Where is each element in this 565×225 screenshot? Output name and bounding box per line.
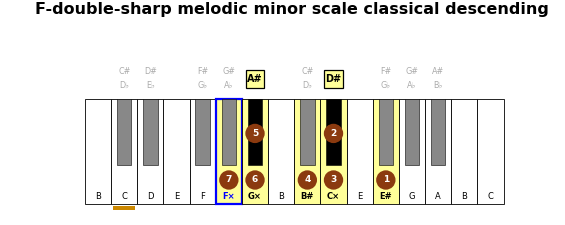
- Text: A♭: A♭: [224, 81, 233, 90]
- Bar: [405, 99, 419, 165]
- Ellipse shape: [219, 170, 238, 190]
- Bar: [320, 99, 346, 204]
- Text: G: G: [408, 192, 415, 201]
- Bar: [117, 99, 132, 165]
- Ellipse shape: [324, 124, 343, 143]
- Text: A♭: A♭: [407, 81, 416, 90]
- Text: B: B: [278, 192, 284, 201]
- Text: G×: G×: [248, 192, 262, 201]
- Text: G♭: G♭: [381, 81, 391, 90]
- Text: C×: C×: [327, 192, 340, 201]
- Bar: [425, 99, 451, 204]
- Text: G♭: G♭: [198, 81, 208, 90]
- Bar: [195, 99, 210, 165]
- Ellipse shape: [245, 124, 264, 143]
- Text: 1: 1: [383, 176, 389, 184]
- Bar: [399, 99, 425, 204]
- Bar: [294, 99, 320, 204]
- Text: D#: D#: [144, 68, 157, 76]
- Text: A: A: [435, 192, 441, 201]
- Bar: [379, 99, 393, 165]
- Text: 6: 6: [252, 176, 258, 184]
- Text: E#: E#: [380, 192, 392, 201]
- Bar: [221, 99, 236, 165]
- Text: F-double-sharp melodic minor scale classical descending: F-double-sharp melodic minor scale class…: [34, 2, 549, 17]
- Text: C: C: [121, 192, 127, 201]
- Bar: [85, 99, 111, 204]
- Bar: [111, 99, 137, 204]
- Bar: [451, 99, 477, 204]
- Text: F: F: [200, 192, 205, 201]
- Text: 4: 4: [304, 176, 311, 184]
- Text: E: E: [357, 192, 362, 201]
- Bar: [373, 99, 399, 204]
- Text: D: D: [147, 192, 154, 201]
- Text: G#: G#: [223, 68, 236, 76]
- Text: B♭: B♭: [433, 81, 443, 90]
- Bar: [137, 99, 163, 204]
- Text: E: E: [174, 192, 179, 201]
- Text: D♭: D♭: [302, 81, 312, 90]
- Text: C#: C#: [118, 68, 131, 76]
- Text: F×: F×: [223, 192, 235, 201]
- Bar: [143, 99, 158, 165]
- Text: B#: B#: [301, 192, 314, 201]
- Text: F#: F#: [380, 68, 392, 76]
- Text: G#: G#: [406, 68, 419, 76]
- Text: D♭: D♭: [119, 81, 129, 90]
- Bar: [216, 99, 242, 204]
- Text: basicmusictheory.com: basicmusictheory.com: [7, 81, 11, 135]
- Text: B: B: [95, 192, 101, 201]
- Text: C: C: [488, 192, 493, 201]
- Text: 2: 2: [331, 129, 337, 138]
- Text: D#: D#: [325, 74, 342, 84]
- Bar: [190, 99, 216, 204]
- Text: E♭: E♭: [146, 81, 155, 90]
- Text: 5: 5: [252, 129, 258, 138]
- Text: 7: 7: [225, 176, 232, 184]
- Bar: [300, 99, 315, 165]
- Bar: [248, 99, 262, 165]
- Text: C#: C#: [301, 68, 314, 76]
- Bar: [346, 99, 373, 204]
- Bar: [327, 99, 341, 165]
- Ellipse shape: [324, 170, 343, 190]
- Bar: [113, 206, 135, 210]
- Bar: [163, 99, 190, 204]
- FancyBboxPatch shape: [246, 70, 264, 88]
- Text: A#: A#: [247, 74, 263, 84]
- Bar: [477, 99, 503, 204]
- Text: B: B: [462, 192, 467, 201]
- Ellipse shape: [245, 170, 264, 190]
- Bar: [431, 99, 445, 165]
- Bar: [242, 99, 268, 204]
- FancyBboxPatch shape: [324, 70, 343, 88]
- Text: F#: F#: [197, 68, 208, 76]
- Ellipse shape: [376, 170, 396, 190]
- Text: A#: A#: [432, 68, 444, 76]
- Text: 3: 3: [331, 176, 337, 184]
- Ellipse shape: [298, 170, 317, 190]
- Bar: [268, 99, 294, 204]
